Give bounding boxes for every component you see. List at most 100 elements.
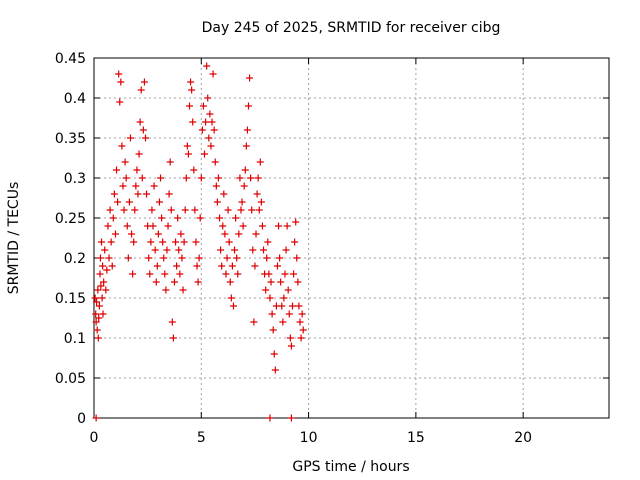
data-point	[100, 278, 108, 286]
data-point	[263, 254, 271, 262]
data-point	[195, 254, 203, 262]
data-point	[273, 262, 281, 270]
data-point	[157, 174, 165, 182]
chart-title: Day 245 of 2025, SRMTID for receiver cib…	[202, 20, 501, 36]
data-point	[225, 238, 233, 246]
data-point	[150, 182, 158, 190]
data-point	[211, 158, 219, 166]
data-point	[149, 222, 157, 230]
data-point	[117, 78, 125, 86]
data-point	[281, 270, 289, 278]
data-point	[126, 134, 134, 142]
data-point	[249, 246, 257, 254]
data-point	[223, 254, 231, 262]
data-point	[242, 142, 250, 150]
data-point	[196, 214, 204, 222]
data-point	[284, 286, 292, 294]
data-point	[102, 286, 110, 294]
data-point	[115, 70, 123, 78]
data-point	[247, 174, 255, 182]
data-point	[299, 326, 307, 334]
data-point	[98, 238, 106, 246]
data-point	[292, 218, 300, 226]
data-point	[297, 334, 305, 342]
data-point	[287, 414, 295, 422]
data-point	[258, 222, 266, 230]
y-tick-label: 0.1	[64, 331, 86, 347]
data-point	[268, 310, 276, 318]
data-point	[197, 174, 205, 182]
data-point	[161, 270, 169, 278]
data-point	[187, 78, 195, 86]
data-point	[125, 198, 133, 206]
data-point	[94, 286, 102, 294]
data-point	[248, 206, 256, 214]
data-point	[101, 246, 109, 254]
data-point	[203, 62, 211, 70]
data-point	[148, 206, 156, 214]
data-point	[221, 230, 229, 238]
data-point	[282, 246, 290, 254]
data-point	[208, 118, 216, 126]
y-tick-label: 0.2	[64, 251, 86, 267]
data-point	[199, 102, 207, 110]
data-point	[121, 158, 129, 166]
data-point	[233, 254, 241, 262]
data-point	[159, 238, 167, 246]
data-point	[183, 142, 191, 150]
y-tick-label: 0.4	[64, 91, 86, 107]
data-point	[154, 230, 162, 238]
data-point	[116, 98, 124, 106]
data-point	[155, 198, 163, 206]
data-point	[113, 166, 121, 174]
data-point	[174, 214, 182, 222]
data-point	[288, 302, 296, 310]
data-point	[202, 118, 210, 126]
y-tick-label: 0.25	[55, 211, 86, 227]
data-point	[93, 326, 101, 334]
data-point	[111, 230, 119, 238]
data-point	[160, 254, 168, 262]
data-point	[277, 278, 285, 286]
data-point	[256, 158, 264, 166]
data-point	[205, 134, 213, 142]
data-point	[276, 254, 284, 262]
data-point	[92, 310, 100, 318]
y-tick-label: 0.15	[55, 291, 86, 307]
data-point	[191, 206, 199, 214]
data-point	[91, 294, 99, 302]
data-point	[185, 102, 193, 110]
data-point	[97, 282, 105, 290]
data-point	[238, 198, 246, 206]
data-point	[178, 254, 186, 262]
data-point	[189, 118, 197, 126]
data-point	[265, 270, 273, 278]
data-point	[257, 198, 265, 206]
data-point	[146, 270, 154, 278]
data-point	[235, 230, 243, 238]
data-point	[166, 158, 174, 166]
data-point	[253, 190, 261, 198]
data-point	[286, 334, 294, 342]
data-point	[162, 286, 170, 294]
data-point	[134, 190, 142, 198]
data-point	[229, 302, 237, 310]
data-point	[209, 70, 217, 78]
data-point	[222, 270, 230, 278]
data-point	[99, 262, 107, 270]
data-point	[280, 294, 288, 302]
data-point	[95, 314, 103, 322]
data-point	[295, 302, 303, 310]
data-point	[264, 238, 272, 246]
data-point	[240, 182, 248, 190]
data-point	[193, 262, 201, 270]
y-axis-label: SRMTID / TECUs	[6, 182, 22, 295]
data-point	[234, 270, 242, 278]
data-point	[267, 278, 275, 286]
data-point	[105, 254, 113, 262]
data-point	[129, 270, 137, 278]
data-point	[198, 126, 206, 134]
x-tick-label: 0	[90, 430, 99, 446]
data-point	[217, 246, 225, 254]
